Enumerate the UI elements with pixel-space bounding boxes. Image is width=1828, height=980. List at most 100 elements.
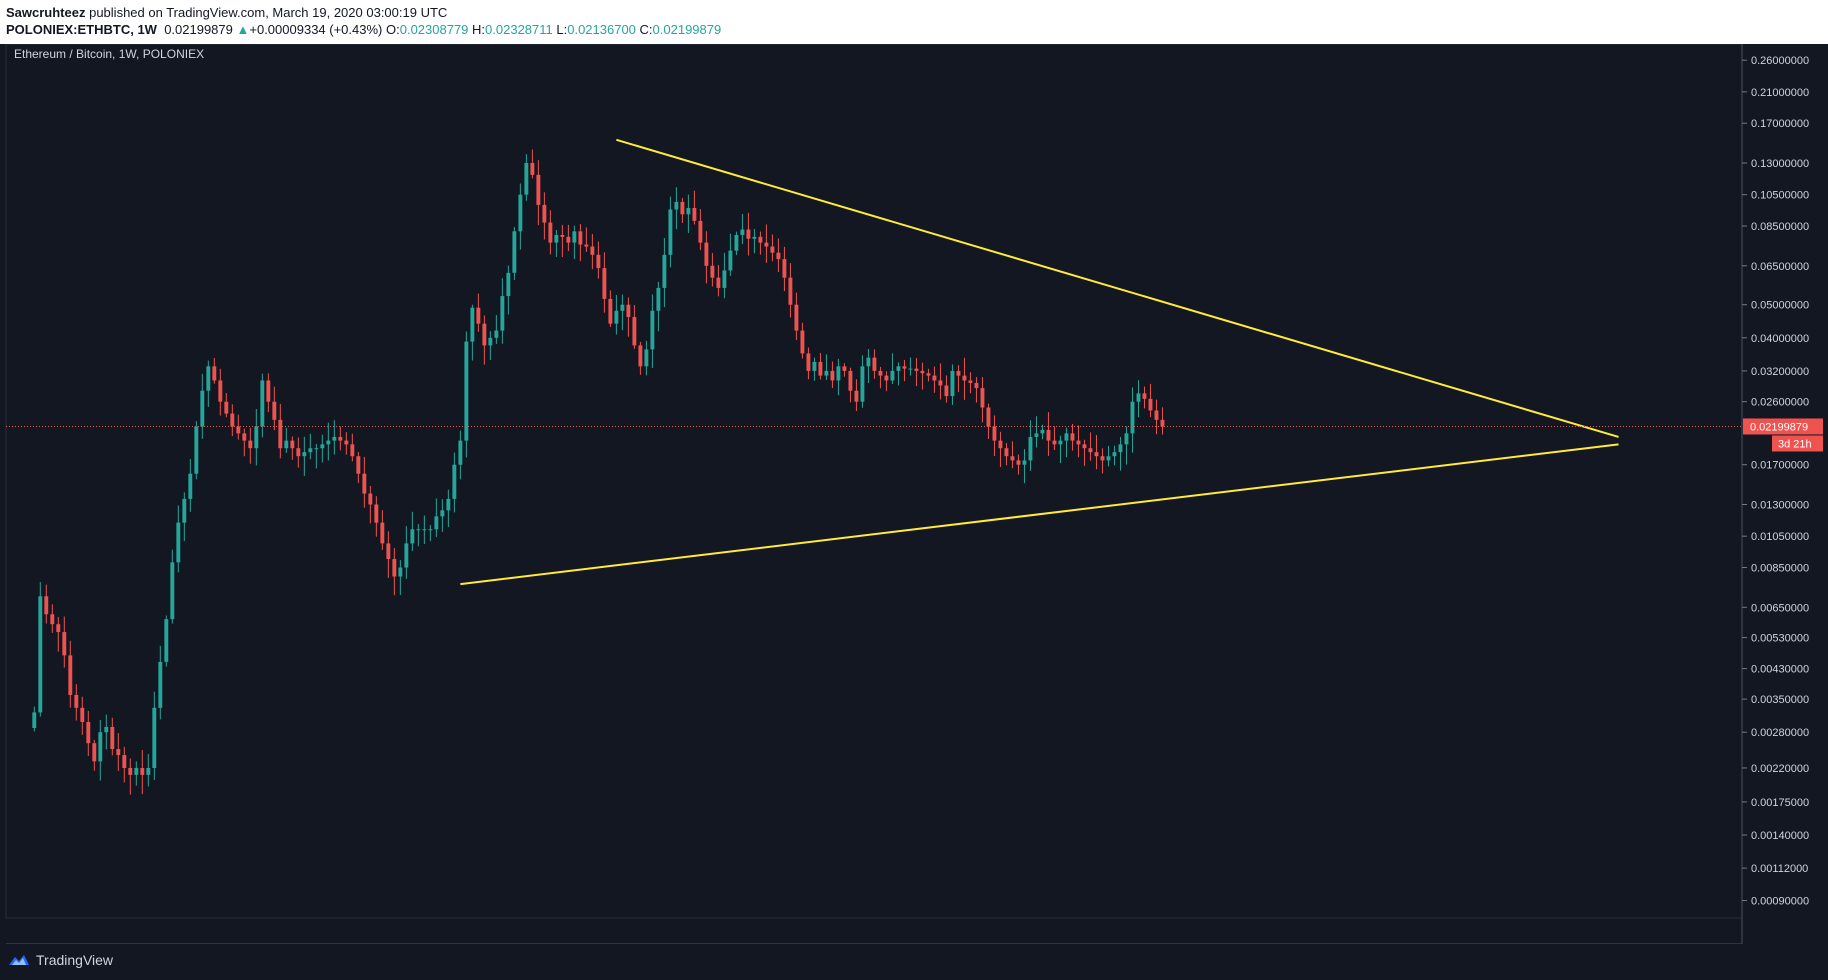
y-tick-label: 0.00090000 (1751, 896, 1809, 908)
candle-body (824, 370, 829, 376)
candle-body (548, 222, 553, 243)
candle-body (878, 370, 883, 376)
candle-body (818, 361, 823, 376)
candle-body (1010, 456, 1015, 461)
price-chart[interactable]: Ethereum / Bitcoin, 1W, POLONIEX 0.260000… (0, 44, 1828, 944)
publication-header: Sawcruhteez published on TradingView.com… (0, 0, 1828, 44)
y-tick-label: 0.00850000 (1751, 563, 1809, 575)
price-change: +0.00009334 (+0.43%) (249, 22, 383, 37)
candle-body (734, 235, 739, 251)
candle-body (98, 732, 103, 762)
candle-body (950, 370, 955, 397)
candle-body (938, 380, 943, 386)
open-label: O: (386, 22, 400, 37)
change-arrow-icon: ▲ (236, 22, 250, 37)
candle-body (338, 436, 343, 441)
candle-body (344, 440, 349, 445)
candle-body (704, 242, 709, 266)
candle-body (1148, 398, 1153, 411)
y-tick-label: 0.01300000 (1751, 499, 1809, 511)
candle-body (998, 440, 1003, 449)
candle-body (710, 265, 715, 278)
candle-body (410, 529, 415, 544)
candle-body (152, 707, 157, 768)
candle-body (572, 231, 577, 243)
candle-body (728, 250, 733, 271)
symbol-label: POLONIEX:ETHBTC, 1W (6, 22, 157, 37)
countdown-badge (1772, 435, 1823, 452)
author-name[interactable]: Sawcruhteez (6, 5, 86, 20)
candle-body (1136, 393, 1141, 402)
candle-body (290, 440, 295, 449)
candle-body (1142, 393, 1147, 399)
candle-body (392, 559, 397, 577)
candle-body (764, 242, 769, 247)
chart-title: Ethereum / Bitcoin, 1W, POLONIEX (14, 47, 204, 61)
candle-body (1070, 433, 1075, 441)
candle-body (560, 235, 565, 237)
candle-body (308, 448, 313, 453)
candle-body (680, 201, 685, 215)
close-value: 0.02199879 (652, 22, 722, 37)
candle-body (836, 366, 841, 381)
tradingview-brand: TradingView (36, 952, 114, 968)
last-price: 0.02199879 (164, 22, 233, 37)
candle-body (254, 426, 259, 449)
candle-body (32, 712, 37, 729)
candle-body (398, 567, 403, 577)
candle-body (716, 277, 721, 288)
candle-body (1022, 460, 1027, 465)
candle-body (980, 388, 985, 408)
candle-body (332, 436, 337, 441)
candle-body (1112, 452, 1117, 457)
candle-body (170, 562, 175, 620)
candle-body (368, 493, 373, 505)
y-tick-label: 0.00280000 (1751, 727, 1809, 739)
countdown-label: 3d 21h (1778, 438, 1812, 450)
candle-body (584, 244, 589, 247)
candle-body (86, 721, 91, 744)
candle-body (248, 440, 253, 449)
candle-body (416, 529, 421, 531)
candle-body (386, 543, 391, 560)
candle-body (38, 596, 43, 713)
candle-body (794, 304, 799, 331)
candle-body (896, 366, 901, 371)
candle-body (854, 390, 859, 402)
y-tick-label: 0.13000000 (1751, 158, 1809, 170)
candle-body (686, 207, 691, 215)
candle-body (638, 345, 643, 367)
candle-body (452, 464, 457, 499)
candle-body (188, 473, 193, 499)
candle-body (692, 207, 697, 221)
candle-body (1154, 410, 1159, 420)
y-tick-label: 0.26000000 (1751, 55, 1809, 67)
ohlc-legend: POLONIEX:ETHBTC, 1W 0.02199879 ▲+0.00009… (6, 22, 721, 37)
y-tick-label: 0.06500000 (1751, 261, 1809, 273)
candle-body (440, 510, 445, 517)
candle-body (158, 661, 163, 708)
y-tick-label: 0.17000000 (1751, 118, 1809, 130)
candle-body (1094, 452, 1099, 457)
candle-body (236, 426, 241, 434)
candle-body (116, 749, 121, 756)
candle-body (530, 162, 535, 175)
candle-body (146, 767, 151, 775)
candle-body (1016, 460, 1021, 465)
candle-body (944, 385, 949, 397)
candle-body (1088, 448, 1093, 453)
candle-body (746, 229, 751, 239)
candle-body (752, 236, 757, 239)
tradingview-logo[interactable]: TradingView (8, 952, 113, 968)
candle-body (380, 522, 385, 544)
candle-body (1058, 440, 1063, 445)
candle-body (464, 341, 469, 441)
y-tick-label: 0.02600000 (1751, 397, 1809, 409)
candle-body (296, 448, 301, 457)
candle-body (812, 361, 817, 371)
candle-body (578, 231, 583, 245)
candle-body (542, 204, 547, 223)
candle-body (488, 337, 493, 346)
candle-body (770, 246, 775, 253)
candle-body (890, 370, 895, 381)
